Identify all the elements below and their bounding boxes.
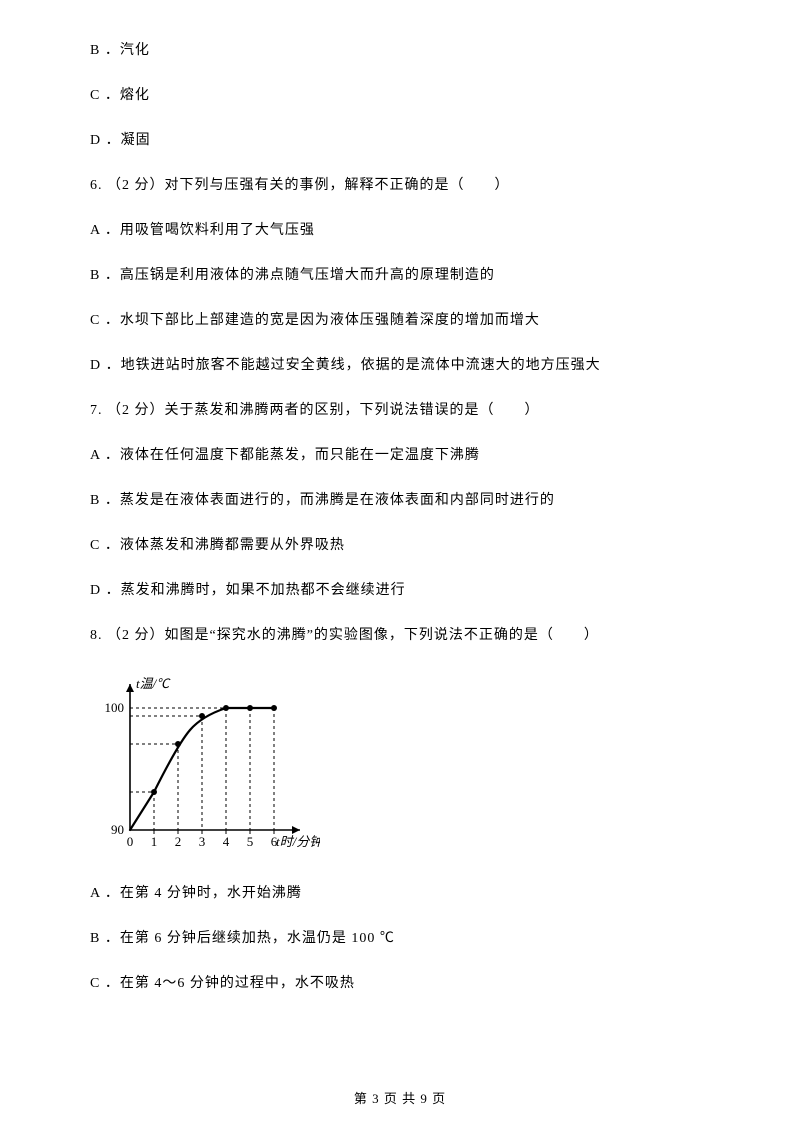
q6-opt-c: C ．水坝下部比上部建造的宽是因为液体压强随着深度的增加而增大	[90, 310, 710, 331]
svg-text:100: 100	[105, 700, 125, 715]
option-c: C ．熔化	[90, 85, 710, 106]
q6-opt-d: D ．地铁进站时旅客不能越过安全黄线，依据的是流体中流速大的地方压强大	[90, 355, 710, 376]
q7-opt-a: A ．液体在任何温度下都能蒸发，而只能在一定温度下沸腾	[90, 445, 710, 466]
svg-text:4: 4	[223, 834, 230, 849]
q6-stem: 6. （2 分）对下列与压强有关的事例，解释不正确的是（ ）	[90, 175, 710, 196]
q6-opt-a: A ．用吸管喝饮料利用了大气压强	[90, 220, 710, 241]
option-d: D ．凝固	[90, 130, 710, 151]
svg-text:5: 5	[247, 834, 254, 849]
boiling-chart-svg: 012345690100t温/℃t时/分钟	[90, 670, 320, 858]
q7-opt-d: D ．蒸发和沸腾时，如果不加热都不会继续进行	[90, 580, 710, 601]
option-b: B ．汽化	[90, 40, 710, 61]
page-footer: 第 3 页 共 9 页	[0, 1089, 800, 1109]
q8-opt-b: B ．在第 6 分钟后继续加热，水温仍是 100 ℃	[90, 928, 710, 949]
svg-text:0: 0	[127, 834, 134, 849]
q7-opt-c: C ．液体蒸发和沸腾都需要从外界吸热	[90, 535, 710, 556]
q8-opt-a: A ．在第 4 分钟时，水开始沸腾	[90, 883, 710, 904]
svg-text:2: 2	[175, 834, 182, 849]
q6-opt-b: B ．高压锅是利用液体的沸点随气压增大而升高的原理制造的	[90, 265, 710, 286]
svg-text:t温/℃: t温/℃	[136, 676, 171, 691]
svg-text:3: 3	[199, 834, 206, 849]
q8-opt-c: C ．在第 4～6 分钟的过程中，水不吸热	[90, 973, 710, 994]
svg-text:1: 1	[151, 834, 158, 849]
boiling-chart: 012345690100t温/℃t时/分钟	[90, 670, 710, 865]
q8-stem: 8. （2 分）如图是“探究水的沸腾”的实验图像，下列说法不正确的是（ ）	[90, 625, 710, 646]
svg-text:90: 90	[111, 822, 124, 837]
svg-text:t时/分钟: t时/分钟	[276, 834, 320, 849]
q7-opt-b: B ．蒸发是在液体表面进行的，而沸腾是在液体表面和内部同时进行的	[90, 490, 710, 511]
q7-stem: 7. （2 分）关于蒸发和沸腾两者的区别，下列说法错误的是（ ）	[90, 400, 710, 421]
